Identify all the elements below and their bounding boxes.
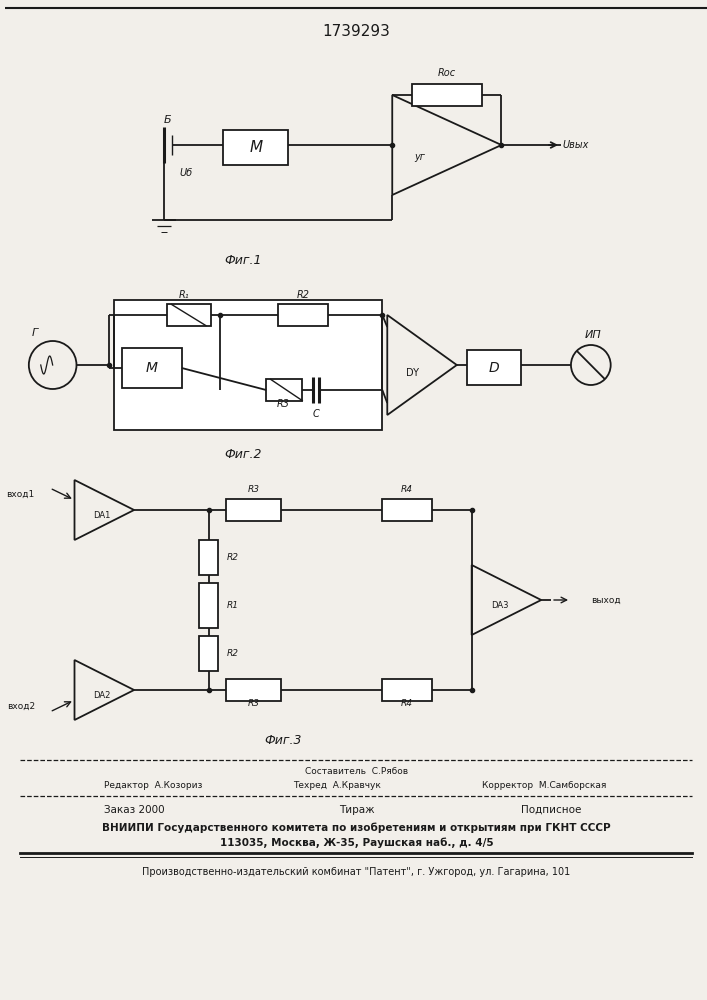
Text: Фиг.1: Фиг.1 bbox=[225, 253, 262, 266]
Text: DA3: DA3 bbox=[491, 600, 508, 609]
Text: выход: выход bbox=[591, 595, 621, 604]
Bar bbox=[278, 304, 328, 326]
Text: Подписное: Подписное bbox=[521, 805, 582, 815]
Text: 1739293: 1739293 bbox=[322, 24, 390, 39]
Text: Техред  А.Кравчук: Техред А.Кравчук bbox=[293, 782, 381, 790]
Text: Корректор  М.Самборская: Корректор М.Самборская bbox=[481, 782, 606, 790]
Bar bbox=[199, 636, 218, 671]
Bar bbox=[115, 300, 382, 430]
Text: вход2: вход2 bbox=[6, 702, 35, 710]
Text: Uвых: Uвых bbox=[563, 140, 589, 150]
Text: R1: R1 bbox=[226, 601, 238, 610]
Bar bbox=[412, 84, 481, 106]
Text: R4: R4 bbox=[401, 486, 413, 494]
Bar bbox=[122, 348, 182, 388]
Bar bbox=[199, 583, 218, 628]
Text: уг: уг bbox=[414, 152, 426, 162]
Text: Б: Б bbox=[164, 115, 172, 125]
Text: М: М bbox=[146, 361, 158, 375]
Bar bbox=[223, 130, 288, 165]
Text: D: D bbox=[489, 360, 499, 374]
Bar bbox=[199, 540, 218, 575]
Bar bbox=[226, 499, 281, 521]
Text: R4: R4 bbox=[401, 700, 413, 708]
Text: Rос: Rос bbox=[438, 68, 456, 78]
Text: R2: R2 bbox=[296, 290, 310, 300]
Text: R2: R2 bbox=[226, 649, 238, 658]
Text: Производственно-издательский комбинат "Патент", г. Ужгород, ул. Гагарина, 101: Производственно-издательский комбинат "П… bbox=[142, 867, 571, 877]
Text: ВНИИПИ Государственного комитета по изобретениям и открытиям при ГКНТ СССР: ВНИИПИ Государственного комитета по изоб… bbox=[103, 823, 611, 833]
Text: Uб: Uб bbox=[179, 168, 192, 178]
Text: Заказ 2000: Заказ 2000 bbox=[105, 805, 165, 815]
Text: Фиг.2: Фиг.2 bbox=[225, 448, 262, 462]
Text: С: С bbox=[312, 409, 319, 419]
Text: DA1: DA1 bbox=[93, 510, 111, 520]
Bar bbox=[382, 499, 432, 521]
Bar bbox=[226, 679, 281, 701]
Text: R3: R3 bbox=[247, 700, 259, 708]
Text: 113035, Москва, Ж-35, Раушская наб., д. 4/5: 113035, Москва, Ж-35, Раушская наб., д. … bbox=[220, 838, 493, 848]
Text: R3: R3 bbox=[247, 486, 259, 494]
Text: М: М bbox=[249, 140, 262, 155]
Bar bbox=[467, 350, 521, 385]
Text: вход1: вход1 bbox=[6, 489, 35, 498]
Text: Составитель  С.Рябов: Составитель С.Рябов bbox=[305, 768, 408, 776]
Text: ИП: ИП bbox=[585, 330, 601, 340]
Text: DY: DY bbox=[406, 368, 419, 378]
Bar bbox=[382, 679, 432, 701]
Text: Фиг.3: Фиг.3 bbox=[264, 734, 302, 746]
Text: Тираж: Тираж bbox=[339, 805, 374, 815]
Text: Редактор  А.Козориз: Редактор А.Козориз bbox=[105, 782, 203, 790]
Text: R₁: R₁ bbox=[178, 290, 189, 300]
Text: Г: Г bbox=[32, 328, 38, 338]
Bar bbox=[266, 379, 302, 401]
Bar bbox=[167, 304, 211, 326]
Text: R3: R3 bbox=[276, 399, 290, 409]
Text: DA2: DA2 bbox=[93, 690, 111, 700]
Text: R2: R2 bbox=[226, 553, 238, 562]
